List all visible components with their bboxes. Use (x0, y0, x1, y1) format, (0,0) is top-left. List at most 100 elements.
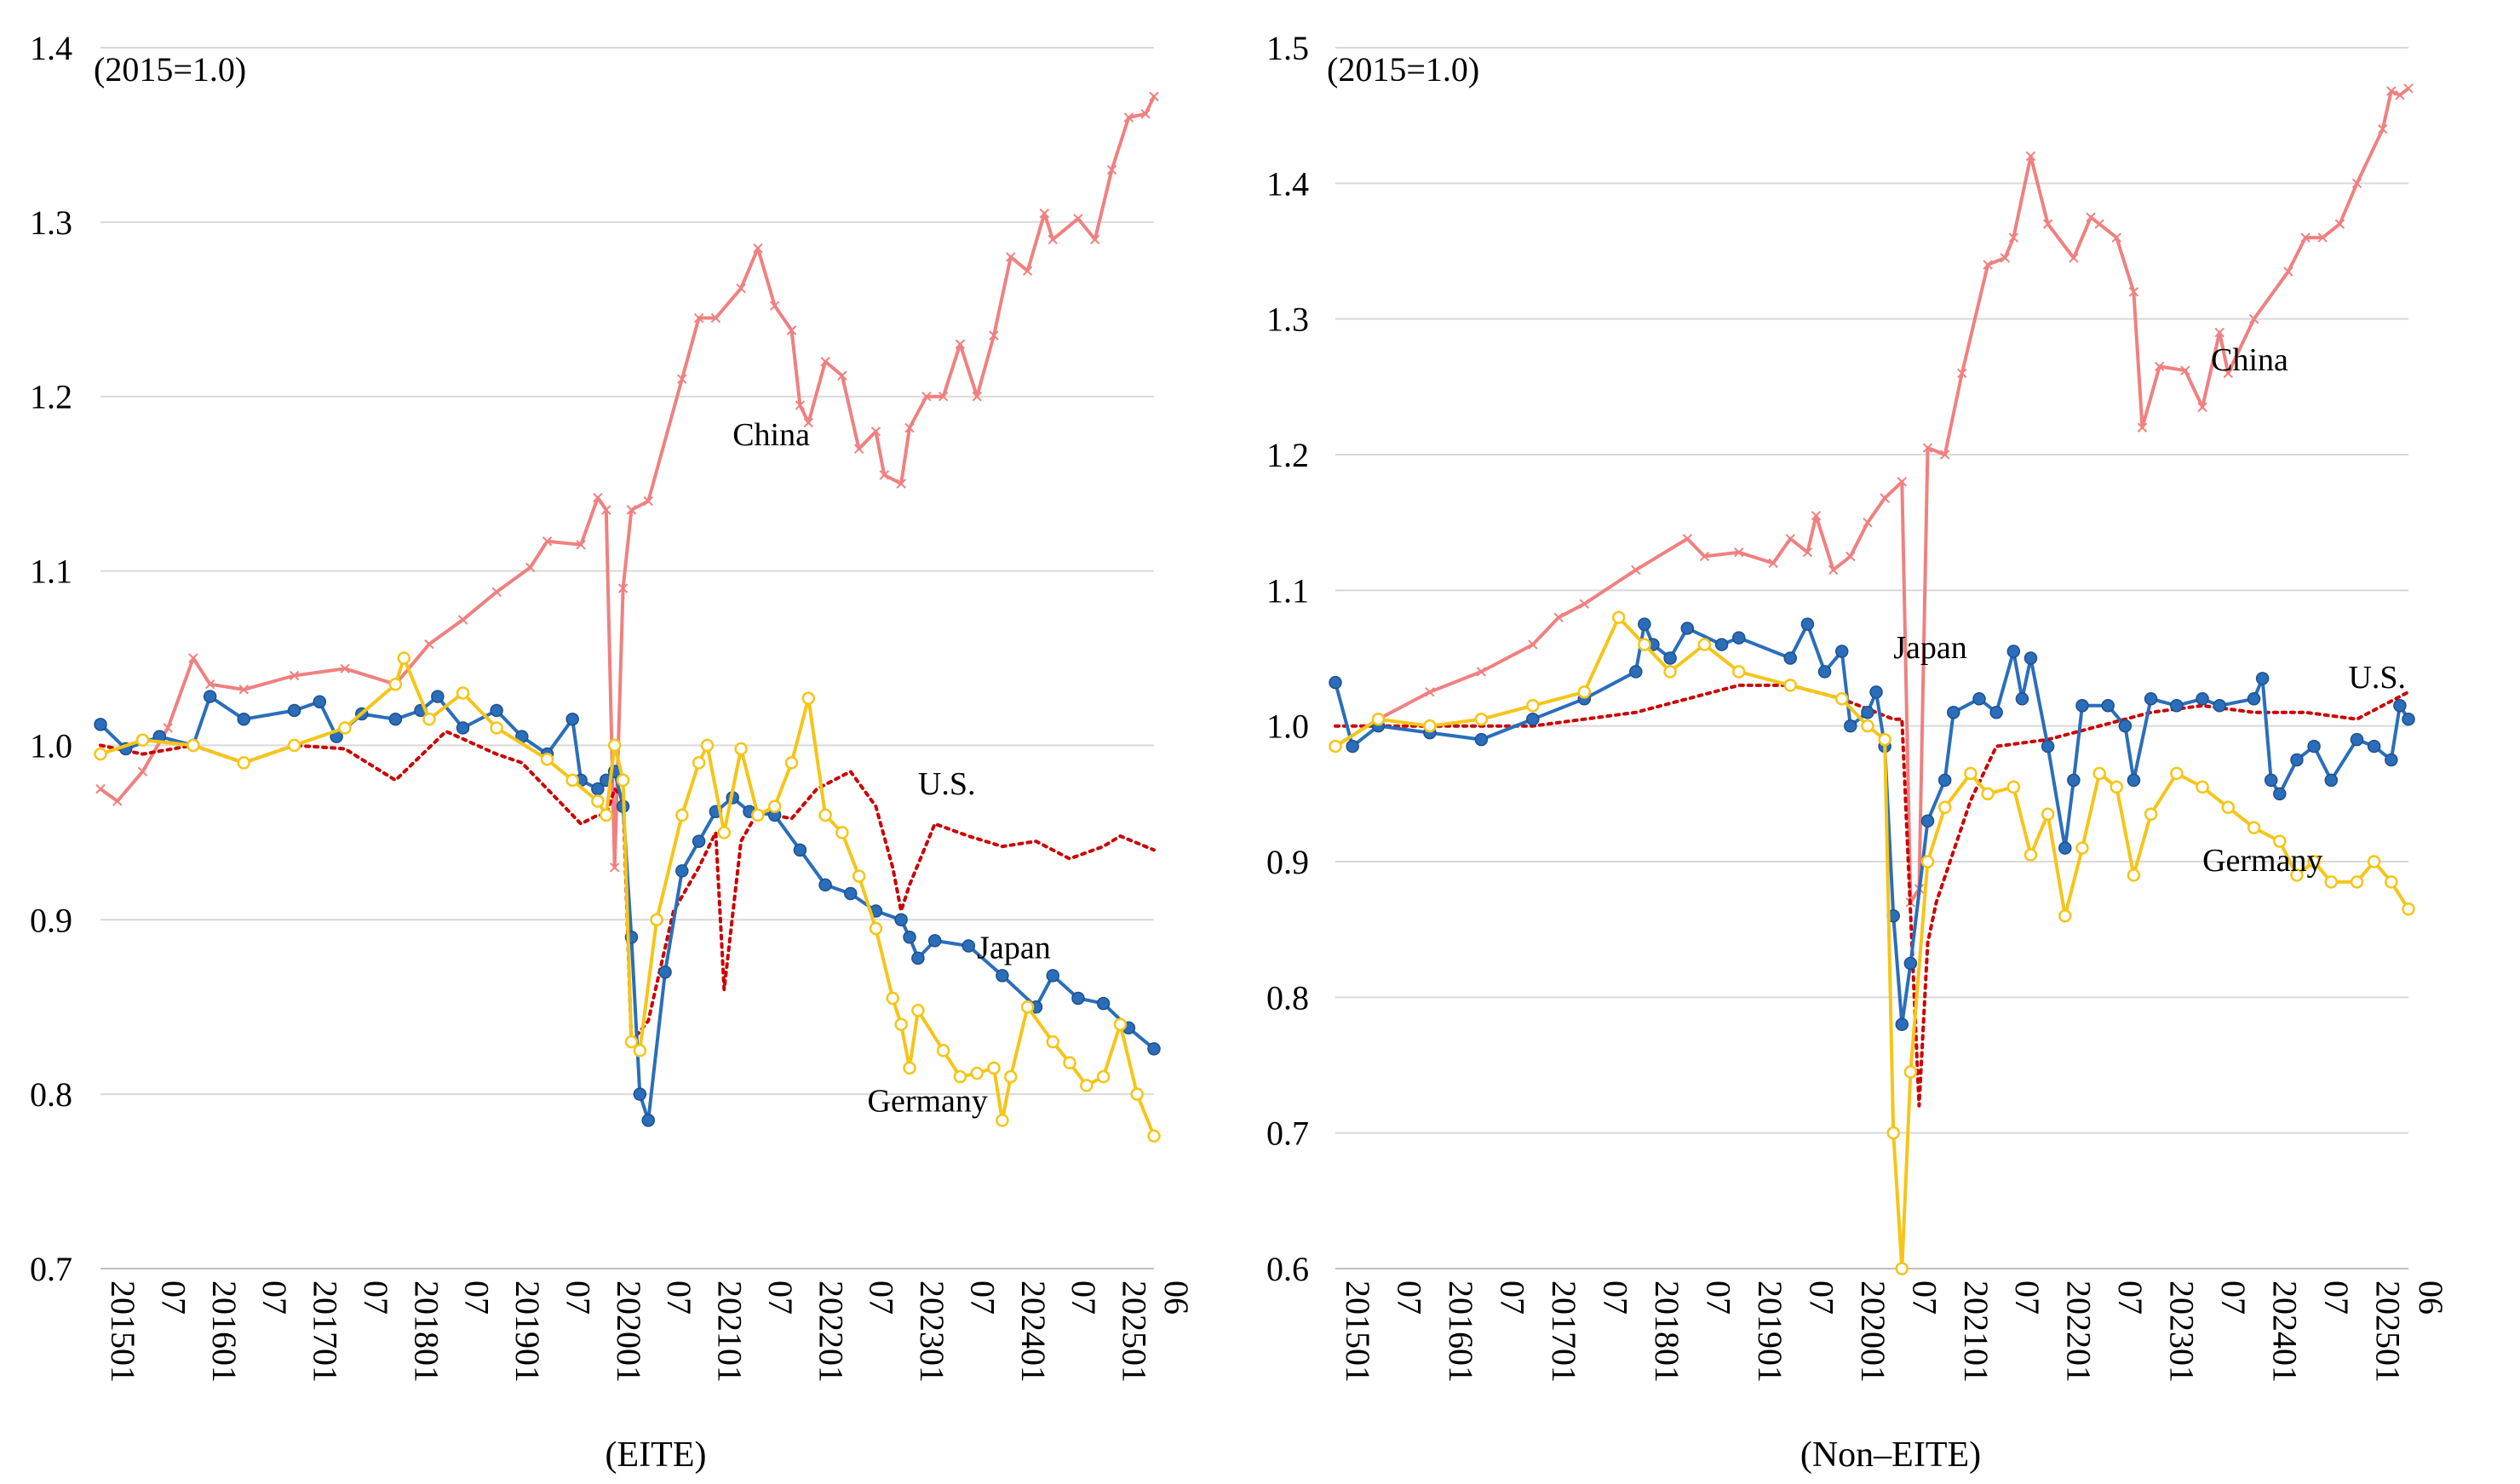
data-point (2324, 773, 2339, 788)
series-line-china (1334, 87, 2410, 904)
x-tick-label: 202501 (2369, 1281, 2408, 1383)
data-point (643, 496, 653, 507)
x-tick-labels: 201501 07 201601 07 201701 07 201801 07 201901 07… (104, 1281, 1196, 1383)
data-point (692, 834, 706, 848)
x-tick-label: 201901 (508, 1281, 547, 1383)
x-tick-label: 201501 (104, 1281, 142, 1383)
data-point (693, 312, 704, 324)
data-point (137, 766, 148, 776)
data-point (1714, 638, 1729, 651)
data-point (1697, 638, 1712, 651)
data-point (677, 374, 687, 384)
x-tick-label: 201601 (205, 1281, 244, 1383)
data-point (1863, 517, 1873, 528)
data-point (2041, 739, 2055, 753)
data-point (2307, 739, 2321, 753)
data-point (2058, 908, 2072, 923)
data-point (692, 756, 706, 770)
data-point (1022, 266, 1033, 276)
data-point (962, 939, 976, 953)
data-point (843, 886, 858, 901)
y-tick-label: 1.2 (30, 378, 72, 416)
data-point (163, 723, 173, 733)
y-tick-label: 1.1 (1266, 571, 1309, 610)
data-point (424, 639, 434, 650)
data-point (188, 653, 198, 663)
data-point (2094, 219, 2104, 229)
data-point (2248, 313, 2259, 324)
data-point (287, 738, 301, 753)
data-point (490, 721, 503, 735)
data-point (736, 283, 746, 294)
data-point (2137, 422, 2148, 433)
data-point (658, 965, 672, 979)
data-point (1800, 617, 1815, 631)
x-tick-label: 07 (863, 1281, 901, 1315)
x-tick-label: 07 (1596, 1281, 1634, 1315)
data-point (2086, 212, 2096, 222)
data-point (456, 721, 470, 735)
data-point (869, 921, 883, 936)
x-tick-label: 202301 (2163, 1281, 2201, 1383)
data-point (2154, 361, 2165, 372)
data-point (803, 417, 813, 428)
data-point (94, 718, 107, 731)
data-point (2290, 868, 2304, 882)
x-tick-label: 201701 (307, 1281, 345, 1383)
gridlines (1335, 47, 2408, 1134)
data-point (1526, 712, 1540, 726)
data-point (2041, 807, 2055, 821)
data-point (287, 703, 301, 718)
data-point (609, 862, 620, 873)
data-point (591, 794, 605, 808)
x-tick-label: 202201 (2060, 1281, 2098, 1383)
data-point (911, 1004, 925, 1017)
data-point (600, 808, 613, 822)
data-point (2127, 868, 2141, 882)
data-point (2197, 402, 2207, 412)
data-point (431, 690, 445, 703)
data-point (1802, 547, 1813, 558)
series-labels: China U.S. Japan Germany (1893, 342, 2406, 879)
x-tick-label: 201901 (1751, 1281, 1789, 1383)
data-point (624, 1034, 639, 1049)
data-point (1638, 617, 1651, 631)
data-point (2058, 841, 2072, 855)
x-tick-label: 202501 (1116, 1281, 1154, 1383)
data-point (717, 826, 732, 839)
data-point (734, 742, 748, 756)
data-point (987, 1061, 1001, 1075)
y-tick-label: 1.2 (1266, 436, 1309, 474)
x-tick-label: 202001 (1854, 1281, 1892, 1383)
x-tick-label: 202001 (610, 1281, 648, 1383)
data-point (1346, 739, 1359, 753)
x-tick-label: 06 (2412, 1281, 2450, 1315)
data-point (795, 400, 806, 410)
data-point (675, 864, 689, 878)
data-point (650, 913, 663, 927)
data-point (1903, 956, 1918, 971)
y-tick-label: 1.4 (1266, 164, 1309, 203)
data-point (633, 1087, 647, 1101)
data-point (1682, 534, 1692, 544)
series-label: China (732, 417, 810, 453)
data-point (835, 826, 849, 839)
data-point (2264, 773, 2278, 788)
data-point (1113, 1017, 1128, 1031)
data-point (2367, 855, 2381, 868)
y-tick-label: 0.7 (1266, 1114, 1309, 1153)
y-tick-label: 1.3 (1266, 301, 1309, 339)
data-point (2111, 232, 2121, 243)
data-point (2334, 219, 2345, 229)
x-tick-label: 202401 (1014, 1281, 1053, 1383)
data-point (237, 756, 250, 770)
data-point (894, 1017, 908, 1031)
x-tick-label: 07 (255, 1281, 294, 1315)
data-point (2386, 86, 2397, 96)
x-tick-label: 202101 (711, 1281, 749, 1383)
data-point (818, 808, 832, 822)
data-point (340, 663, 350, 673)
data-point (2023, 651, 2038, 665)
data-point (936, 1044, 950, 1057)
data-point (94, 747, 107, 761)
